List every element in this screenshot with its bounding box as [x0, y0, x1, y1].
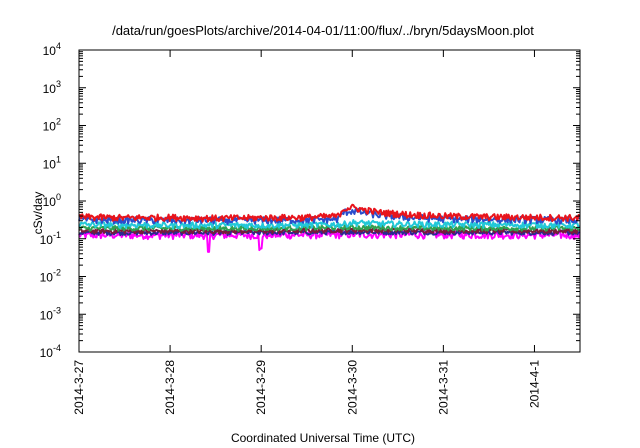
y-tick-label: 103	[43, 79, 61, 96]
y-tick-label: 10-3	[40, 305, 61, 322]
series-line	[78, 219, 581, 230]
axis-layer: 10-4 10-3 10-2 10-1 100 101 102 103 104 2014-3-27…	[40, 41, 581, 415]
y-tick-label: 10-2	[40, 268, 61, 285]
x-tick-label: 2014-4-1	[527, 360, 541, 408]
x-tick-label: 2014-3-30	[345, 360, 359, 415]
series-line	[78, 230, 581, 253]
chart-title: /data/run/goesPlots/archive/2014-04-01/1…	[112, 23, 534, 38]
x-tick-label: 2014-3-31	[436, 360, 450, 415]
y-tick-label: 102	[43, 117, 61, 134]
y-axis-label: cSv/day	[31, 192, 45, 235]
y-tick-label: 100	[43, 192, 61, 209]
series-layer	[78, 203, 581, 253]
plot-frame	[78, 49, 581, 353]
series-line	[78, 203, 581, 223]
x-tick-label: 2014-3-29	[254, 360, 268, 415]
x-axis-label: Coordinated Universal Time (UTC)	[231, 431, 415, 445]
y-tick-label: 10-4	[40, 343, 61, 360]
x-tick-label: 2014-3-27	[72, 360, 86, 415]
y-tick-label: 104	[43, 41, 61, 58]
y-tick-label: 10-1	[40, 230, 61, 247]
x-tick-label: 2014-3-28	[163, 360, 177, 415]
y-tick-label: 101	[43, 154, 61, 171]
